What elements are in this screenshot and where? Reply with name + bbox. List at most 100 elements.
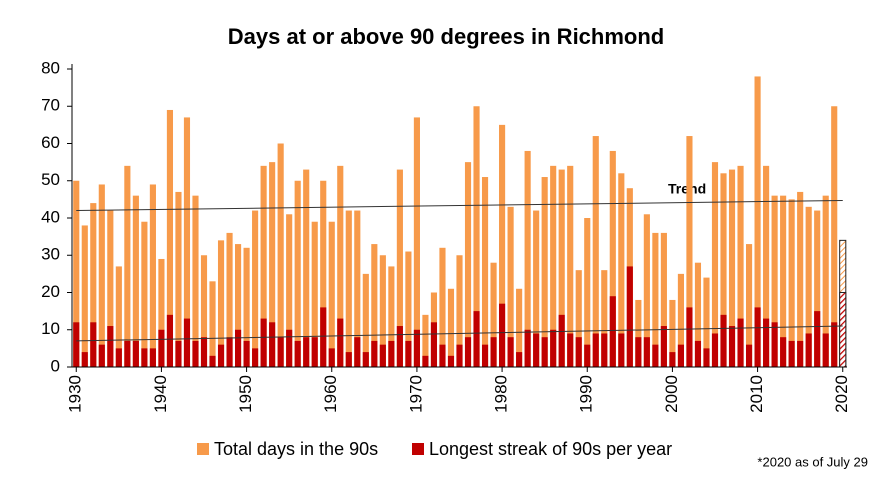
bar xyxy=(567,333,574,367)
bar xyxy=(141,348,148,367)
bar xyxy=(558,314,565,367)
bar xyxy=(592,333,599,367)
bar xyxy=(260,318,267,367)
bar xyxy=(720,173,727,367)
bar xyxy=(720,314,727,367)
bar xyxy=(260,165,267,367)
bar xyxy=(311,221,318,367)
bar xyxy=(379,344,386,367)
bar xyxy=(464,337,472,367)
bar xyxy=(711,162,719,367)
bar xyxy=(149,184,156,367)
bar xyxy=(396,326,403,367)
bar xyxy=(354,210,361,367)
bar xyxy=(771,195,778,367)
bar xyxy=(550,329,557,367)
bar xyxy=(405,251,412,367)
bar xyxy=(396,169,403,367)
bar xyxy=(669,299,676,367)
bar xyxy=(481,344,489,367)
legend-swatch xyxy=(412,443,424,455)
bar xyxy=(626,266,633,367)
x-tick-label: 1950 xyxy=(236,375,255,413)
bar xyxy=(90,322,97,367)
bar xyxy=(226,337,233,367)
bar xyxy=(524,329,531,367)
y-tick-label: 50 xyxy=(41,170,60,189)
bar xyxy=(132,195,139,367)
bar xyxy=(294,340,301,367)
bar xyxy=(464,162,472,367)
bar xyxy=(541,337,548,367)
y-tick-label: 20 xyxy=(41,282,60,301)
y-tick-label: 10 xyxy=(41,319,60,338)
bar xyxy=(243,340,250,367)
bar xyxy=(660,326,667,367)
bar xyxy=(115,266,122,367)
bar xyxy=(252,348,259,367)
bar xyxy=(763,318,770,367)
bar xyxy=(737,165,744,367)
bar xyxy=(473,106,480,367)
bar xyxy=(345,352,352,367)
x-tick-label: 1940 xyxy=(151,375,170,413)
bar xyxy=(209,281,216,367)
bar xyxy=(337,165,344,367)
bar xyxy=(303,169,310,367)
bar xyxy=(371,244,378,367)
bar xyxy=(618,173,625,367)
legend-label: Total days in the 90s xyxy=(214,439,378,459)
x-tick-label: 2010 xyxy=(747,375,766,413)
bar xyxy=(200,255,208,367)
bar xyxy=(158,329,165,367)
bar xyxy=(635,337,642,367)
bar xyxy=(584,344,591,367)
x-tick-label: 1990 xyxy=(577,375,596,413)
bar xyxy=(328,348,335,367)
bar xyxy=(754,76,761,367)
bar xyxy=(98,184,105,367)
x-tick-label: 2000 xyxy=(662,375,681,413)
bar xyxy=(286,329,293,367)
bar xyxy=(643,214,650,367)
bar xyxy=(677,344,684,367)
legend-item: Total days in the 90s xyxy=(197,439,378,459)
bar xyxy=(217,240,225,367)
bar xyxy=(149,348,156,367)
bar xyxy=(328,221,335,367)
bar xyxy=(388,266,395,367)
bar xyxy=(728,169,736,367)
bar xyxy=(711,333,719,367)
bar xyxy=(499,303,506,367)
bar xyxy=(745,244,753,367)
bar xyxy=(780,337,787,367)
bar xyxy=(822,195,829,367)
bar xyxy=(166,109,174,367)
y-tick-label: 80 xyxy=(41,58,60,77)
trend-line xyxy=(76,325,843,342)
bar xyxy=(797,191,804,367)
bar xyxy=(822,333,829,367)
trend-line xyxy=(76,199,843,212)
bar xyxy=(413,117,420,367)
bar xyxy=(694,340,702,367)
bar xyxy=(643,337,650,367)
y-tick-label: 70 xyxy=(41,96,60,115)
bar xyxy=(567,165,574,367)
bar xyxy=(516,288,523,367)
bar xyxy=(788,199,795,367)
bar xyxy=(371,340,378,367)
y-tick-label: 60 xyxy=(41,133,60,152)
bar xyxy=(533,333,540,367)
bar xyxy=(618,333,625,367)
bar xyxy=(694,262,702,367)
bar xyxy=(771,322,778,367)
bar xyxy=(652,232,659,367)
bar xyxy=(831,322,838,367)
legend-item: Longest streak of 90s per year xyxy=(412,439,672,459)
bar xyxy=(294,180,301,367)
bar xyxy=(550,165,557,367)
bar xyxy=(183,318,191,367)
bar xyxy=(831,106,838,367)
